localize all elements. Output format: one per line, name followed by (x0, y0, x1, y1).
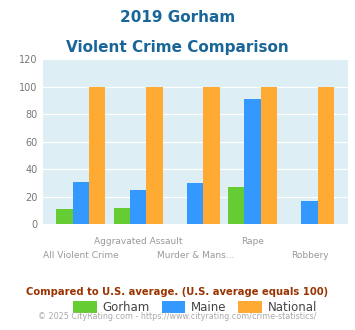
Text: Aggravated Assault: Aggravated Assault (94, 237, 182, 246)
Bar (244, 99, 261, 224)
Text: Violent Crime Comparison: Violent Crime Comparison (66, 40, 289, 54)
Text: Murder & Mans...: Murder & Mans... (157, 251, 234, 260)
Bar (146, 87, 163, 224)
Bar (73, 182, 89, 224)
Bar (228, 187, 244, 224)
Bar (130, 190, 146, 224)
Text: Rape: Rape (241, 237, 264, 246)
Bar (56, 209, 73, 224)
Text: © 2025 CityRating.com - https://www.cityrating.com/crime-statistics/: © 2025 CityRating.com - https://www.city… (38, 312, 317, 321)
Legend: Gorham, Maine, National: Gorham, Maine, National (69, 296, 322, 319)
Bar (114, 208, 130, 224)
Text: Compared to U.S. average. (U.S. average equals 100): Compared to U.S. average. (U.S. average … (26, 287, 329, 297)
Bar (203, 87, 220, 224)
Text: 2019 Gorham: 2019 Gorham (120, 10, 235, 25)
Bar (187, 183, 203, 224)
Bar (261, 87, 277, 224)
Bar (301, 201, 318, 224)
Text: Robbery: Robbery (291, 251, 328, 260)
Text: All Violent Crime: All Violent Crime (43, 251, 119, 260)
Bar (318, 87, 334, 224)
Bar (89, 87, 105, 224)
